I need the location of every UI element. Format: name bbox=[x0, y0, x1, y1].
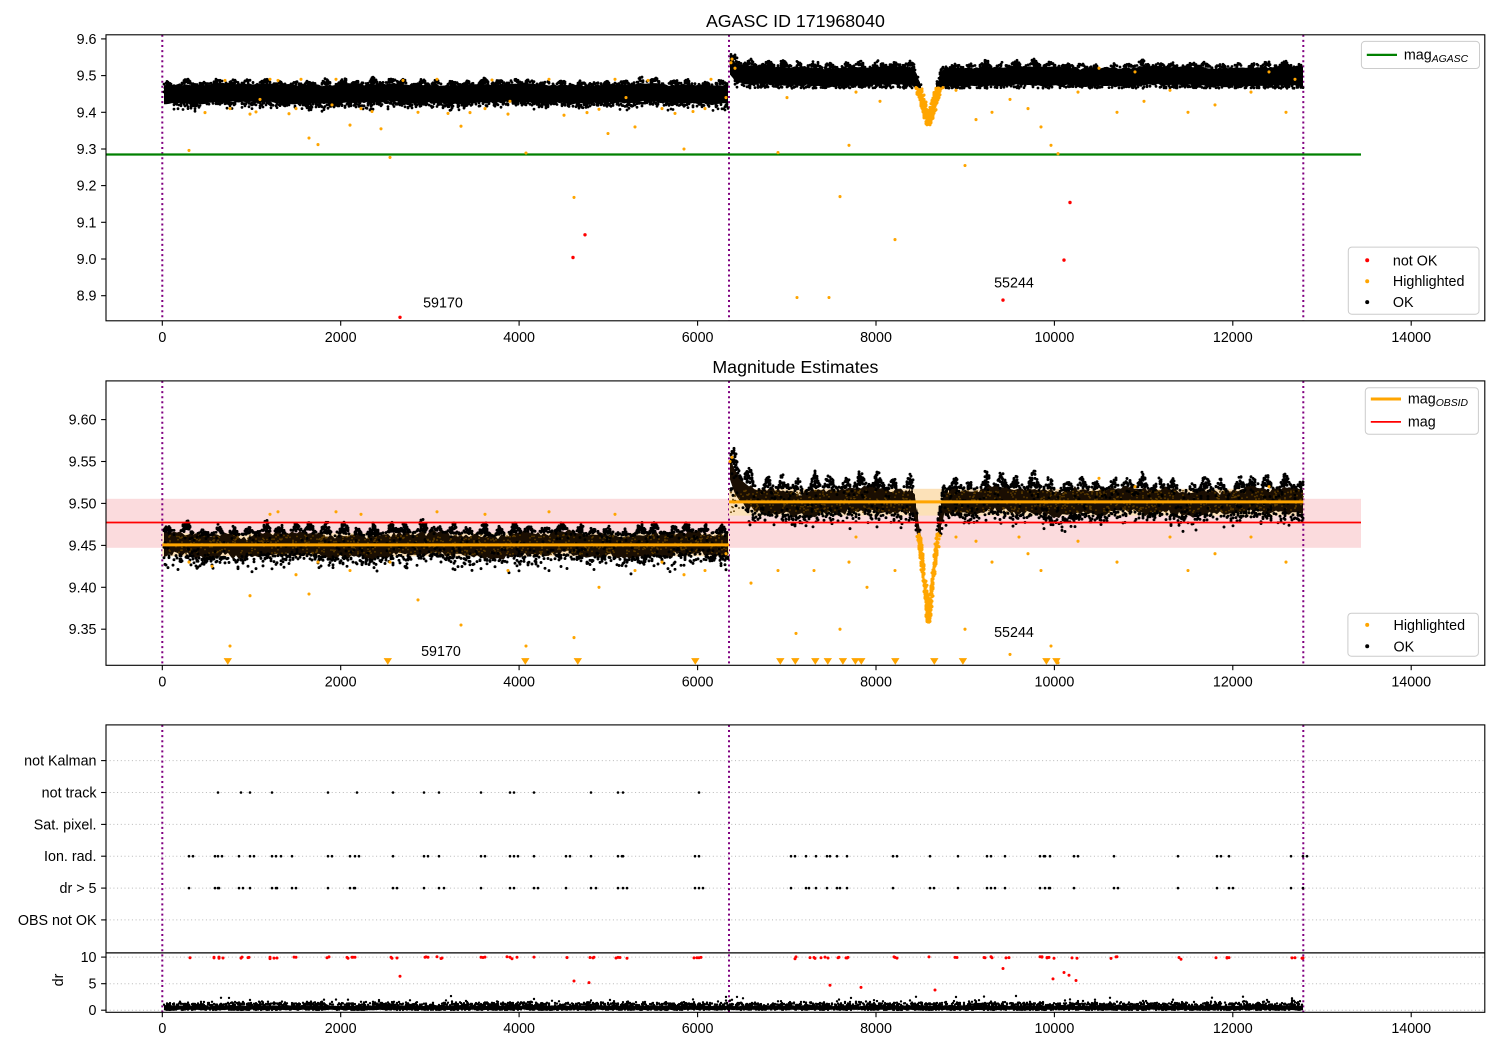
svg-text:4000: 4000 bbox=[503, 1021, 535, 1037]
svg-text:9.2: 9.2 bbox=[77, 179, 97, 195]
svg-text:0: 0 bbox=[89, 1003, 97, 1019]
svg-text:OBS not OK: OBS not OK bbox=[18, 913, 97, 929]
svg-text:9.4: 9.4 bbox=[77, 105, 97, 121]
svg-text:Ion. rad.: Ion. rad. bbox=[44, 849, 96, 865]
svg-text:Sat. pixel.: Sat. pixel. bbox=[34, 817, 97, 833]
svg-text:9.35: 9.35 bbox=[69, 622, 97, 638]
svg-text:12000: 12000 bbox=[1213, 1021, 1253, 1037]
svg-text:59170: 59170 bbox=[421, 644, 461, 660]
svg-text:8.9: 8.9 bbox=[77, 289, 97, 305]
svg-text:4000: 4000 bbox=[503, 674, 535, 690]
svg-text:9.40: 9.40 bbox=[69, 580, 97, 596]
svg-text:8000: 8000 bbox=[860, 1021, 892, 1037]
svg-text:10: 10 bbox=[81, 950, 97, 966]
svg-text:8000: 8000 bbox=[860, 674, 892, 690]
svg-text:6000: 6000 bbox=[682, 1021, 714, 1037]
svg-text:0: 0 bbox=[158, 674, 166, 690]
svg-text:8000: 8000 bbox=[860, 330, 892, 346]
svg-text:9.60: 9.60 bbox=[69, 413, 97, 429]
svg-text:9.55: 9.55 bbox=[69, 455, 97, 471]
svg-text:10000: 10000 bbox=[1035, 330, 1075, 346]
svg-text:4000: 4000 bbox=[503, 330, 535, 346]
svg-text:14000: 14000 bbox=[1391, 1021, 1431, 1037]
svg-text:not Kalman: not Kalman bbox=[24, 754, 96, 770]
svg-text:14000: 14000 bbox=[1391, 330, 1431, 346]
svg-text:9.50: 9.50 bbox=[69, 496, 97, 512]
svg-text:10000: 10000 bbox=[1035, 674, 1075, 690]
svg-text:9.5: 9.5 bbox=[77, 69, 97, 85]
svg-text:12000: 12000 bbox=[1213, 330, 1253, 346]
svg-text:0: 0 bbox=[158, 1021, 166, 1037]
svg-text:14000: 14000 bbox=[1391, 674, 1431, 690]
svg-text:59170: 59170 bbox=[423, 296, 463, 312]
svg-text:not track: not track bbox=[42, 786, 98, 802]
svg-text:Highlighted: Highlighted bbox=[1394, 618, 1466, 634]
svg-text:OK: OK bbox=[1393, 295, 1414, 311]
svg-text:12000: 12000 bbox=[1213, 674, 1253, 690]
svg-text:2000: 2000 bbox=[325, 330, 357, 346]
svg-text:9.6: 9.6 bbox=[77, 32, 97, 48]
svg-text:9.45: 9.45 bbox=[69, 538, 97, 554]
svg-text:9.0: 9.0 bbox=[77, 252, 97, 268]
svg-text:not OK: not OK bbox=[1393, 253, 1438, 269]
svg-text:55244: 55244 bbox=[994, 625, 1034, 641]
svg-text:6000: 6000 bbox=[682, 330, 714, 346]
svg-text:9.1: 9.1 bbox=[77, 215, 97, 231]
svg-text:2000: 2000 bbox=[325, 1021, 357, 1037]
svg-text:10000: 10000 bbox=[1035, 1021, 1075, 1037]
svg-text:OK: OK bbox=[1394, 639, 1415, 655]
svg-text:2000: 2000 bbox=[325, 674, 357, 690]
svg-text:AGASC ID 171968040: AGASC ID 171968040 bbox=[706, 11, 885, 31]
svg-text:dr: dr bbox=[51, 973, 67, 986]
svg-text:Highlighted: Highlighted bbox=[1393, 274, 1465, 290]
svg-text:0: 0 bbox=[158, 330, 166, 346]
svg-text:Magnitude Estimates: Magnitude Estimates bbox=[712, 357, 878, 377]
svg-text:9.3: 9.3 bbox=[77, 142, 97, 158]
svg-text:55244: 55244 bbox=[994, 276, 1034, 292]
svg-text:mag: mag bbox=[1408, 415, 1436, 431]
svg-text:dr > 5: dr > 5 bbox=[60, 881, 97, 897]
svg-text:5: 5 bbox=[89, 977, 97, 993]
svg-text:6000: 6000 bbox=[682, 674, 714, 690]
